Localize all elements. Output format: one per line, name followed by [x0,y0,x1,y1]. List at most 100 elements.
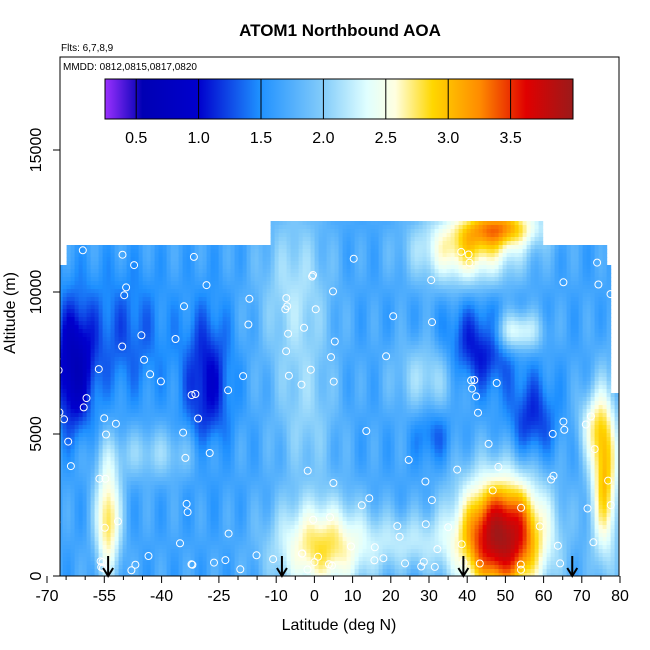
heatmap-cell [134,377,140,382]
heatmap-cell [94,253,100,258]
heatmap-cell [266,413,272,418]
heatmap-cell [206,325,212,330]
heatmap-cell [86,457,92,462]
heatmap-cell [290,517,296,522]
heatmap-cell [122,409,128,414]
heatmap-cell [270,521,276,526]
heatmap-cell [60,313,64,318]
heatmap-cell [98,433,104,438]
heatmap-cell [238,253,244,258]
heatmap-cell [194,313,200,318]
heatmap-cell [118,541,124,546]
heatmap-cell [210,481,216,486]
heatmap-cell [142,489,148,494]
heatmap-cell [170,505,176,510]
heatmap-cell [182,553,188,558]
heatmap-cell [246,381,252,386]
heatmap-cell [282,441,288,446]
heatmap-cell [150,485,156,490]
heatmap-cell [206,477,212,482]
heatmap-cell [238,385,244,390]
heatmap-cell [94,537,100,542]
heatmap-cell [206,473,212,478]
heatmap-cell [210,525,216,530]
heatmap-cell [62,377,68,382]
heatmap-cell [270,417,276,422]
heatmap-cell [206,421,212,426]
heatmap-cell [126,337,132,342]
heatmap-cell [198,385,204,390]
heatmap-cell [278,393,284,398]
heatmap-cell [290,457,296,462]
heatmap-cell [110,309,116,314]
heatmap-cell [166,541,172,546]
heatmap-cell [182,245,188,250]
heatmap-cell [134,569,140,574]
heatmap-cell [146,301,152,306]
heatmap-cell [114,253,120,258]
heatmap-cell [262,481,268,486]
heatmap-cell [82,561,88,566]
heatmap-cell [234,425,240,430]
heatmap-cell [174,553,180,558]
heatmap-cell [118,301,124,306]
heatmap-cell [60,549,64,554]
heatmap-cell [226,457,232,462]
heatmap-cell [130,313,136,318]
heatmap-cell [214,513,220,518]
heatmap-cell [266,505,272,510]
heatmap-cell [198,533,204,538]
heatmap-cell [270,393,276,398]
heatmap-cell [78,341,84,346]
heatmap-cell [102,301,108,306]
heatmap-cell [206,489,212,494]
heatmap-cell [106,365,112,370]
heatmap-cell [186,337,192,342]
heatmap-cell [274,369,280,374]
heatmap-cell [242,533,248,538]
heatmap-cell [70,489,76,494]
heatmap-cell [190,365,196,370]
heatmap-cell [70,457,76,462]
heatmap-cell [238,293,244,298]
heatmap-cell [134,373,140,378]
heatmap-cell [234,253,240,258]
heatmap-cell [266,473,272,478]
heatmap-cell [234,353,240,358]
heatmap-cell [126,541,132,546]
heatmap-cell [106,421,112,426]
heatmap-cell [82,545,88,550]
heatmap-cell [270,421,276,426]
heatmap-cell [290,525,296,530]
heatmap-cell [198,257,204,262]
heatmap-cell [282,373,288,378]
heatmap-cell [286,469,292,474]
heatmap-cell [118,277,124,282]
heatmap-cell [60,401,64,406]
heatmap-cell [222,253,228,258]
heatmap-cell [82,369,88,374]
heatmap-cell [162,377,168,382]
heatmap-cell [86,493,92,498]
heatmap-cell [262,425,268,430]
heatmap-cell [210,385,216,390]
heatmap-cell [246,433,252,438]
heatmap-cell [210,409,216,414]
heatmap-cell [138,481,144,486]
heatmap-cell [246,329,252,334]
heatmap-cell [106,285,112,290]
heatmap-cell [182,497,188,502]
heatmap-cell [206,561,212,566]
heatmap-cell [86,285,92,290]
heatmap-cell [82,377,88,382]
heatmap-cell [226,245,232,250]
heatmap-cell [138,297,144,302]
heatmap-cell [118,373,124,378]
heatmap-cell [238,317,244,322]
heatmap-cell [214,473,220,478]
heatmap-cell [254,381,260,386]
heatmap-cell [70,261,76,266]
heatmap-cell [266,485,272,490]
heatmap-cell [174,549,180,554]
heatmap-cell [174,297,180,302]
